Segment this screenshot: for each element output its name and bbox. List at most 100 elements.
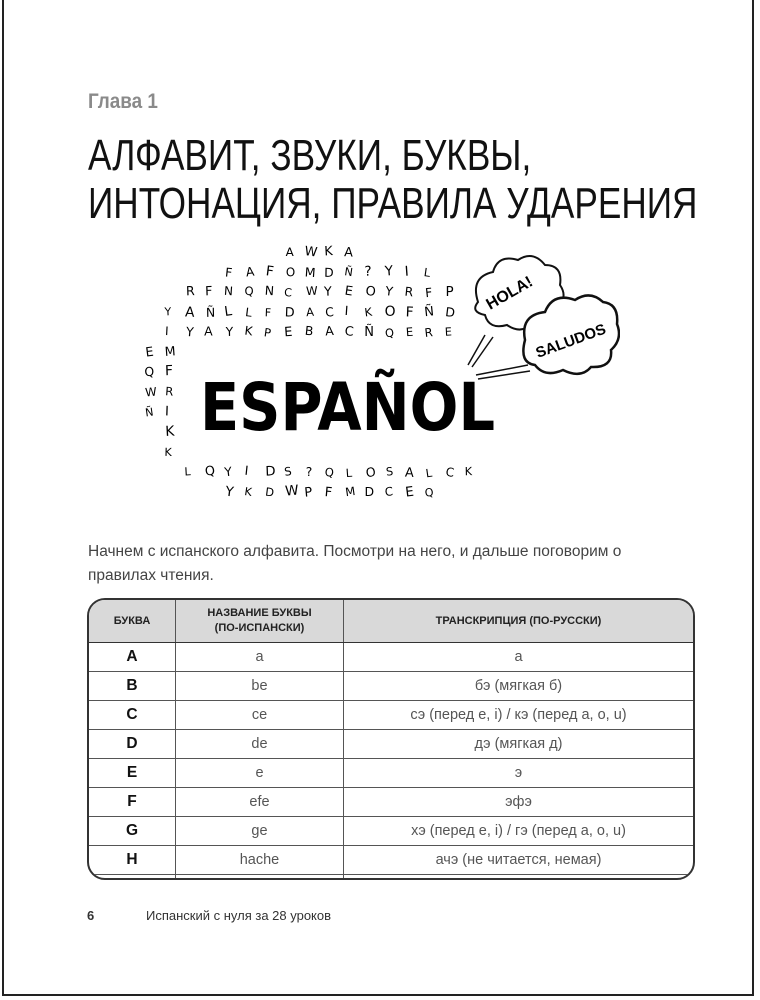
speech-cloud-saludos: [522, 294, 620, 376]
cell-spanish-name: be: [175, 671, 344, 701]
scattered-letter: L: [423, 265, 432, 280]
scattered-letter: A: [185, 304, 196, 321]
scattered-letter: L: [345, 466, 353, 480]
scattered-letter: E: [405, 325, 413, 339]
scattered-letter: L: [224, 304, 234, 320]
scattered-letter: A: [344, 245, 354, 260]
scattered-letter: W: [306, 284, 318, 298]
header-letter: БУКВА: [89, 600, 176, 643]
cell-transcription: а: [343, 642, 693, 672]
scattered-letter: K: [324, 244, 334, 259]
cell-letter: F: [89, 787, 176, 817]
chapter-label: Глава 1: [88, 90, 158, 113]
scattered-letter: M: [164, 343, 176, 359]
scattered-letter: K: [244, 485, 254, 499]
table-row: Iiи: [89, 874, 693, 878]
scattered-letter: K: [364, 305, 374, 320]
scattered-letter: ?: [364, 264, 371, 280]
cell-spanish-name: a: [175, 642, 344, 672]
cell-letter: H: [89, 845, 176, 875]
cell-letter: A: [89, 642, 176, 672]
header-text: НАЗВАНИЕ БУКВЫ (ПО-ИСПАНСКИ): [207, 607, 312, 634]
cell-transcription: сэ (перед e, i) / кэ (перед a, o, u): [343, 700, 693, 730]
scattered-letter: O: [286, 265, 296, 279]
scattered-letter: W: [285, 482, 300, 499]
scattered-letter: P: [304, 485, 313, 501]
scattered-letter: F: [265, 263, 275, 280]
scattered-letter: C: [325, 305, 335, 320]
scattered-letter: Q: [424, 486, 435, 500]
cell-letter: G: [89, 816, 176, 846]
scattered-letter: A: [286, 245, 295, 259]
scattered-letter: D: [324, 266, 334, 280]
title-line: АЛФАВИТ, ЗВУКИ, БУКВЫ,: [88, 131, 532, 180]
scattered-letter: Ñ: [206, 305, 216, 320]
scattered-letter: A: [306, 305, 315, 320]
scattered-letter: ?: [306, 464, 313, 479]
cell-spanish-name: ce: [175, 700, 344, 730]
scattered-letter: Ñ: [423, 303, 434, 320]
scattered-letter: K: [164, 446, 172, 459]
scattered-letter: I: [244, 463, 249, 478]
scattered-letter: Q: [324, 465, 334, 480]
scattered-letter: I: [404, 264, 409, 280]
title-line: ИНТОНАЦИЯ, ПРАВИЛА УДАРЕНИЯ: [88, 179, 698, 228]
scattered-letter: Y: [323, 283, 333, 298]
scattered-letter: K: [165, 423, 176, 440]
scattered-letter: Q: [384, 326, 394, 341]
scattered-letter: E: [444, 325, 452, 338]
scattered-letter: R: [424, 325, 434, 340]
scattered-letter: C: [445, 465, 455, 480]
scattered-letter: E: [344, 284, 354, 300]
scattered-letter: R: [165, 384, 174, 399]
header-spanish-name: НАЗВАНИЕ БУКВЫ (ПО-ИСПАНСКИ): [175, 600, 344, 643]
scattered-letter: A: [245, 264, 256, 279]
scattered-letter: O: [365, 284, 377, 300]
scattered-letter: M: [304, 264, 316, 280]
scattered-letter: S: [385, 465, 394, 479]
scattered-letter: Q: [204, 464, 216, 480]
scattered-letter: D: [264, 485, 275, 500]
cell-transcription: ачэ (не читается, немая): [343, 845, 693, 875]
scattered-letter: F: [205, 283, 213, 298]
scattered-letter: F: [265, 306, 272, 319]
header-transcription: ТРАНСКРИПЦИЯ (ПО-РУССКИ): [343, 600, 693, 643]
cell-letter: E: [89, 758, 176, 788]
scattered-letter: R: [404, 285, 414, 300]
scattered-letter: K: [244, 324, 255, 339]
cell-transcription: э: [343, 758, 693, 788]
table-header-row: БУКВА НАЗВАНИЕ БУКВЫ (ПО-ИСПАНСКИ) ТРАНС…: [89, 600, 693, 643]
scattered-letter: C: [384, 484, 393, 499]
cell-spanish-name: efe: [175, 787, 344, 817]
scattered-letter: A: [405, 466, 415, 481]
speech-tail: [467, 334, 531, 380]
page-number: 6: [87, 908, 95, 923]
cell-transcription: эфэ: [343, 787, 693, 817]
chapter-title: АЛФАВИТ, ЗВУКИ, БУКВЫ, ИНТОНАЦИЯ, ПРАВИЛ…: [88, 132, 697, 228]
scattered-letter: F: [224, 265, 233, 280]
scattered-letter: W: [304, 244, 319, 260]
scattered-letter: O: [365, 464, 377, 480]
scattered-letter: Y: [184, 324, 194, 340]
scattered-letter: N: [224, 284, 234, 299]
scattered-letter: Q: [244, 284, 254, 298]
running-title: Испанский с нуля за 28 уроков: [146, 908, 332, 923]
scattered-letter: A: [325, 323, 335, 339]
scattered-letter: F: [165, 363, 174, 379]
scattered-letter: F: [405, 304, 414, 320]
scattered-letter: L: [184, 465, 192, 478]
scattered-letter: Ñ: [364, 324, 374, 340]
scattered-letter: C: [344, 324, 354, 340]
intro-paragraph: Начнем с испанского алфавита. Посмотри н…: [88, 543, 622, 584]
scattered-letter: B: [304, 324, 314, 339]
scattered-letter: D: [265, 464, 276, 479]
scattered-letter: I: [165, 404, 169, 419]
scattered-letter: L: [245, 305, 254, 320]
scattered-letter: M: [344, 484, 356, 499]
